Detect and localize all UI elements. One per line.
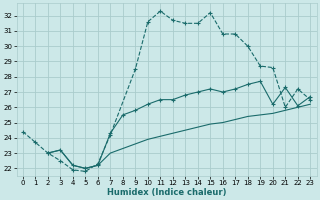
X-axis label: Humidex (Indice chaleur): Humidex (Indice chaleur) — [107, 188, 226, 197]
